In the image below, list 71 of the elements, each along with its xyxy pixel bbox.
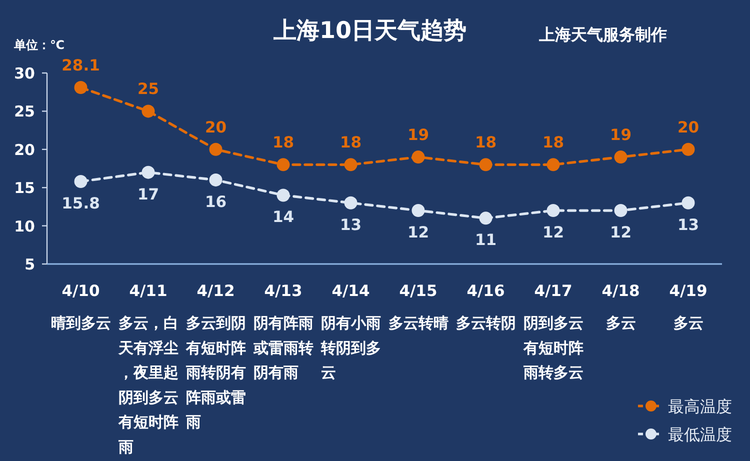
point	[74, 81, 88, 94]
annotation: 阴有小雨转阴到多云	[320, 314, 381, 382]
annotation: 多云转阴	[456, 314, 516, 332]
point	[614, 204, 628, 218]
point	[614, 150, 628, 164]
data-label: 19	[407, 126, 430, 144]
annotation: 多云，白天有浮尘，夜里起阴到多云有短时阵雨	[118, 314, 178, 456]
annotation: 多云到阴有短时阵雨转阴有阵雨或雷雨	[186, 314, 246, 432]
data-label: 18	[474, 134, 497, 152]
x-tick-label: 4/19	[669, 282, 708, 300]
x-tick-label: 4/18	[602, 282, 640, 300]
point	[142, 166, 155, 179]
point	[682, 142, 695, 156]
x-tick-label: 4/13	[264, 282, 302, 300]
annotation: 多云	[606, 314, 636, 332]
point	[412, 150, 425, 164]
y-tick-label: 25	[14, 102, 35, 121]
point	[209, 142, 222, 156]
y-tick-label: 20	[14, 140, 35, 159]
data-label: 18	[542, 134, 564, 152]
data-label: 12	[407, 224, 430, 242]
annotation: 阴有阵雨或雷雨转阴有雨	[253, 314, 314, 382]
point	[344, 158, 358, 172]
data-label: 11	[474, 231, 497, 250]
legend-label: 最高温度	[668, 397, 732, 416]
point	[546, 204, 560, 218]
x-tick-label: 4/16	[466, 282, 505, 300]
annotation: 多云	[673, 314, 704, 332]
data-label: 13	[340, 216, 362, 234]
x-tick-label: 4/10	[62, 282, 100, 300]
annotation: 晴到多云	[50, 314, 111, 332]
point	[142, 104, 155, 118]
data-label: 17	[137, 185, 160, 204]
point	[479, 212, 492, 225]
data-label: 20	[677, 118, 700, 136]
data-label: 25	[137, 80, 160, 98]
point	[209, 173, 222, 186]
point	[276, 158, 290, 172]
annotation: 阴到多云有短时阵雨转多云	[523, 314, 584, 382]
data-label: 19	[610, 126, 632, 144]
x-tick-label: 4/15	[399, 282, 438, 300]
annotation: 多云转晴	[388, 314, 448, 332]
data-label: 14	[272, 208, 294, 226]
data-label: 13	[677, 216, 700, 234]
legend-label: 最低温度	[668, 425, 732, 444]
x-tick-label: 4/17	[534, 282, 572, 300]
point	[412, 204, 425, 218]
point	[344, 196, 358, 210]
x-tick-label: 4/12	[196, 282, 235, 300]
point	[682, 196, 695, 210]
data-label: 18	[340, 134, 362, 152]
y-tick-label: 30	[14, 64, 35, 82]
point	[479, 158, 492, 172]
point	[74, 174, 88, 188]
title: 上海10日天气趋势	[274, 18, 466, 44]
y-tick-label: 15	[14, 179, 35, 198]
data-label: 12	[542, 224, 564, 242]
point	[276, 188, 290, 202]
data-label: 15.8	[62, 194, 100, 212]
data-label: 16	[204, 192, 227, 211]
y-tick-label: 5	[24, 256, 35, 274]
y-tick-label: 10	[14, 217, 35, 236]
point	[546, 158, 560, 172]
subtitle: 上海天气服务制作	[539, 25, 667, 44]
data-label: 20	[204, 118, 227, 136]
data-label: 12	[610, 224, 632, 242]
x-tick-label: 4/14	[332, 282, 370, 300]
data-label: 18	[272, 134, 294, 152]
x-tick-label: 4/11	[129, 282, 168, 300]
data-label: 28.1	[62, 56, 100, 75]
ylabel: 单位：℃	[14, 38, 65, 52]
